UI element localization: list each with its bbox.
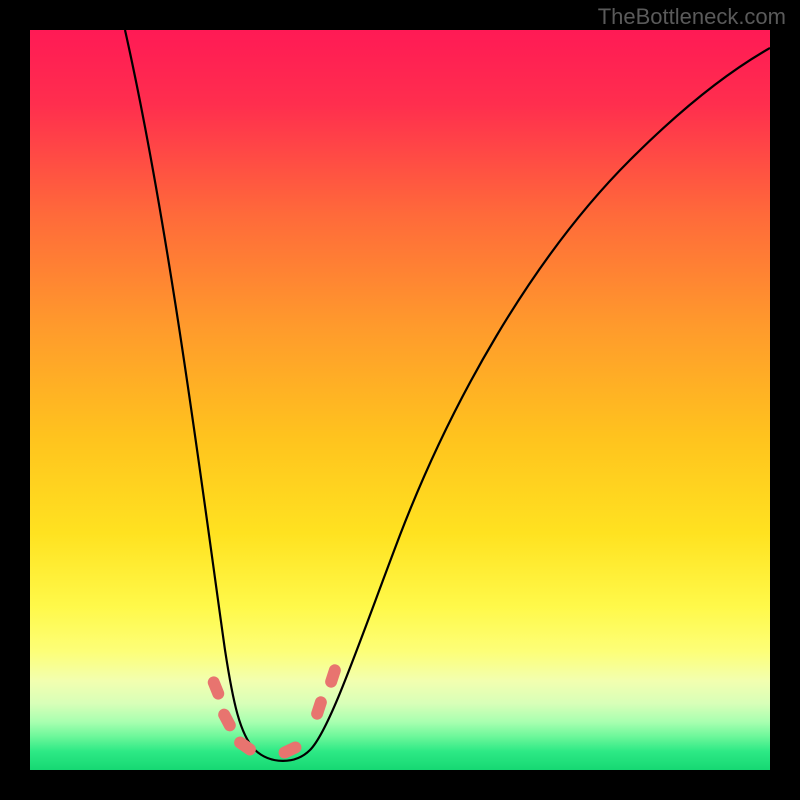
curve-layer [30,30,770,770]
watermark-text: TheBottleneck.com [598,4,786,30]
bottleneck-curve [125,30,770,761]
plot-area [30,30,770,770]
